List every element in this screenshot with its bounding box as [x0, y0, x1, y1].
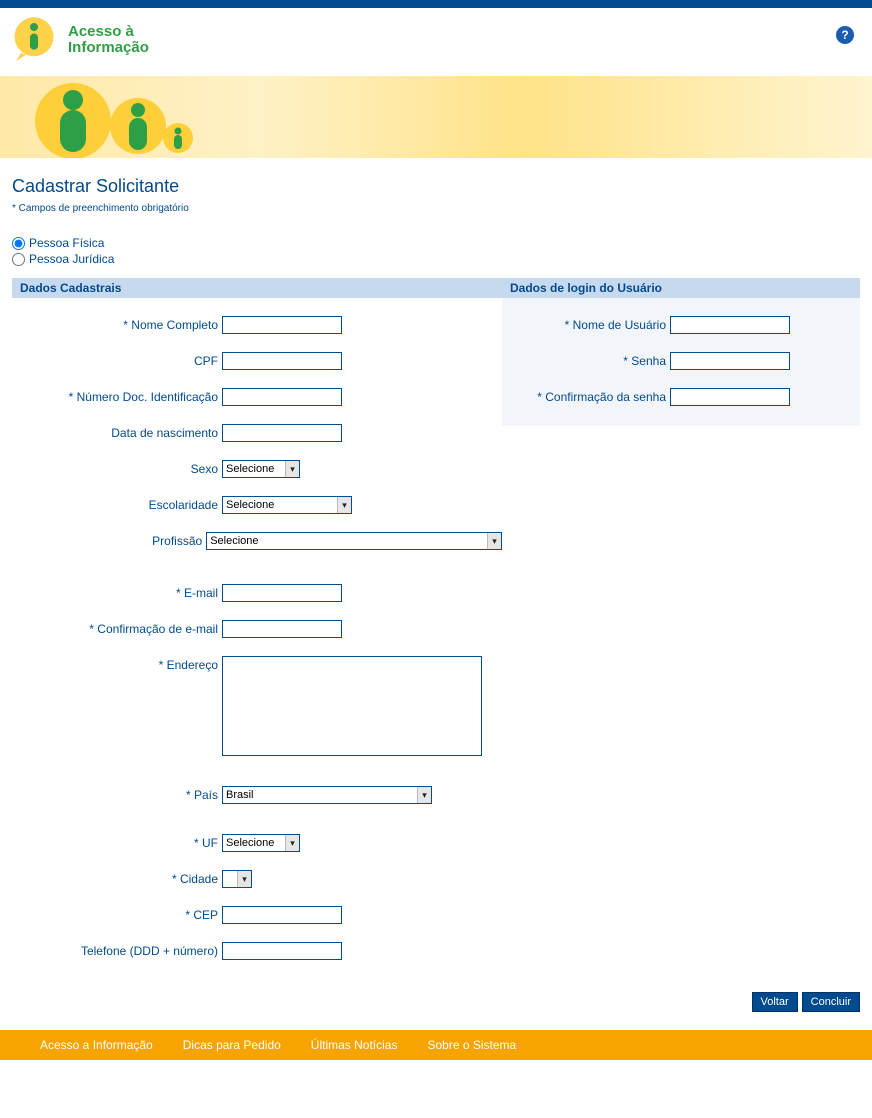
field-escolaridade: Escolaridade Selecione ▾	[12, 496, 502, 514]
field-nome-completo: * Nome Completo	[12, 316, 502, 334]
label-escolaridade: Escolaridade	[12, 496, 222, 512]
input-cep[interactable]	[222, 906, 342, 924]
label-email-conf: * Confirmação de e-mail	[12, 620, 222, 636]
select-uf-value: Selecione	[226, 837, 274, 849]
section-header-login: Dados de login do Usuário	[502, 278, 860, 298]
col-dados-cadastrais: * Nome Completo CPF * Número Doc. Identi…	[12, 298, 502, 960]
field-pais: * País Brasil ▾	[12, 786, 502, 804]
field-data-nasc: Data de nascimento	[12, 424, 502, 442]
chevron-down-icon: ▾	[285, 835, 299, 851]
help-icon[interactable]: ?	[836, 26, 854, 44]
brand-line1: Acesso à	[68, 24, 149, 41]
logo-block: Acesso à Informação	[8, 8, 872, 66]
field-email: * E-mail	[12, 584, 502, 602]
info-logo-icon	[8, 14, 60, 66]
radio-pessoa-fisica-label: Pessoa Física	[29, 236, 104, 250]
required-note: * Campos de preenchimento obrigatório	[12, 203, 860, 214]
chevron-down-icon: ▾	[417, 787, 431, 803]
field-cpf: CPF	[12, 352, 502, 370]
input-nome-completo[interactable]	[222, 316, 342, 334]
section-headers: Dados Cadastrais Dados de login do Usuár…	[12, 278, 860, 298]
col-login: * Nome de Usuário * Senha * Confirmação …	[502, 298, 860, 426]
footer-link-sobre[interactable]: Sobre o Sistema	[427, 1038, 516, 1052]
footer-link-acesso[interactable]: Acesso a Informação	[40, 1038, 153, 1052]
footer-link-dicas[interactable]: Dicas para Pedido	[183, 1038, 281, 1052]
select-profissao-value: Selecione	[210, 535, 258, 547]
label-cep: * CEP	[12, 906, 222, 922]
textarea-endereco[interactable]	[222, 656, 482, 756]
select-sexo-value: Selecione	[226, 463, 274, 475]
label-num-doc: * Número Doc. Identificação	[12, 388, 222, 404]
label-senha-conf: * Confirmação da senha	[502, 388, 670, 404]
input-email[interactable]	[222, 584, 342, 602]
field-endereco: * Endereço	[12, 656, 502, 756]
select-cidade[interactable]: ▾	[222, 870, 252, 888]
input-email-conf[interactable]	[222, 620, 342, 638]
input-usuario[interactable]	[670, 316, 790, 334]
banner-people-icon	[18, 76, 238, 158]
chevron-down-icon: ▾	[487, 533, 501, 549]
label-sexo: Sexo	[12, 460, 222, 476]
input-data-nasc[interactable]	[222, 424, 342, 442]
section-header-cadastrais: Dados Cadastrais	[12, 278, 502, 298]
page-title: Cadastrar Solicitante	[12, 176, 860, 197]
select-escolaridade[interactable]: Selecione ▾	[222, 496, 352, 514]
input-senha-conf[interactable]	[670, 388, 790, 406]
label-pais: * País	[12, 786, 222, 802]
field-email-conf: * Confirmação de e-mail	[12, 620, 502, 638]
field-telefone: Telefone (DDD + número)	[12, 942, 502, 960]
chevron-down-icon: ▾	[285, 461, 299, 477]
top-bar	[0, 0, 872, 8]
voltar-button[interactable]: Voltar	[752, 992, 798, 1012]
field-cep: * CEP	[12, 906, 502, 924]
banner	[0, 76, 872, 158]
field-cidade: * Cidade ▾	[12, 870, 502, 888]
header: Acesso à Informação ?	[0, 8, 872, 76]
field-profissao: Profissão Selecione ▾	[12, 532, 502, 550]
label-endereco: * Endereço	[12, 656, 222, 672]
footer-link-noticias[interactable]: Últimas Notícias	[311, 1038, 398, 1052]
radio-pessoa-fisica-row: Pessoa Física	[12, 236, 860, 250]
field-usuario: * Nome de Usuário	[502, 316, 860, 334]
label-cidade: * Cidade	[12, 870, 222, 886]
field-senha-conf: * Confirmação da senha	[502, 388, 860, 406]
chevron-down-icon: ▾	[237, 871, 251, 887]
field-sexo: Sexo Selecione ▾	[12, 460, 502, 478]
brand-line2: Informação	[68, 40, 149, 57]
select-pais-value: Brasil	[226, 789, 254, 801]
select-pais[interactable]: Brasil ▾	[222, 786, 432, 804]
button-row: Voltar Concluir	[0, 968, 872, 1030]
label-senha: * Senha	[502, 352, 670, 368]
field-num-doc: * Número Doc. Identificação	[12, 388, 502, 406]
select-sexo[interactable]: Selecione ▾	[222, 460, 300, 478]
select-escolaridade-value: Selecione	[226, 499, 274, 511]
label-telefone: Telefone (DDD + número)	[12, 942, 222, 958]
footer: Acesso a Informação Dicas para Pedido Úl…	[0, 1030, 872, 1060]
concluir-button[interactable]: Concluir	[802, 992, 860, 1012]
brand-text: Acesso à Informação	[68, 24, 149, 57]
radio-pessoa-juridica[interactable]	[12, 253, 25, 266]
form-columns: * Nome Completo CPF * Número Doc. Identi…	[12, 298, 860, 960]
input-senha[interactable]	[670, 352, 790, 370]
select-profissao[interactable]: Selecione ▾	[206, 532, 502, 550]
field-uf: * UF Selecione ▾	[12, 834, 502, 852]
content: Cadastrar Solicitante * Campos de preenc…	[0, 158, 872, 968]
label-data-nasc: Data de nascimento	[12, 424, 222, 440]
label-usuario: * Nome de Usuário	[502, 316, 670, 332]
radio-pessoa-juridica-label: Pessoa Jurídica	[29, 252, 114, 266]
input-telefone[interactable]	[222, 942, 342, 960]
select-uf[interactable]: Selecione ▾	[222, 834, 300, 852]
label-uf: * UF	[12, 834, 222, 850]
label-cpf: CPF	[12, 352, 222, 368]
input-num-doc[interactable]	[222, 388, 342, 406]
field-senha: * Senha	[502, 352, 860, 370]
label-email: * E-mail	[12, 584, 222, 600]
radio-pessoa-fisica[interactable]	[12, 237, 25, 250]
input-cpf[interactable]	[222, 352, 342, 370]
label-nome-completo: * Nome Completo	[12, 316, 222, 332]
radio-pessoa-juridica-row: Pessoa Jurídica	[12, 252, 860, 266]
label-profissao: Profissão	[12, 532, 206, 548]
chevron-down-icon: ▾	[337, 497, 351, 513]
